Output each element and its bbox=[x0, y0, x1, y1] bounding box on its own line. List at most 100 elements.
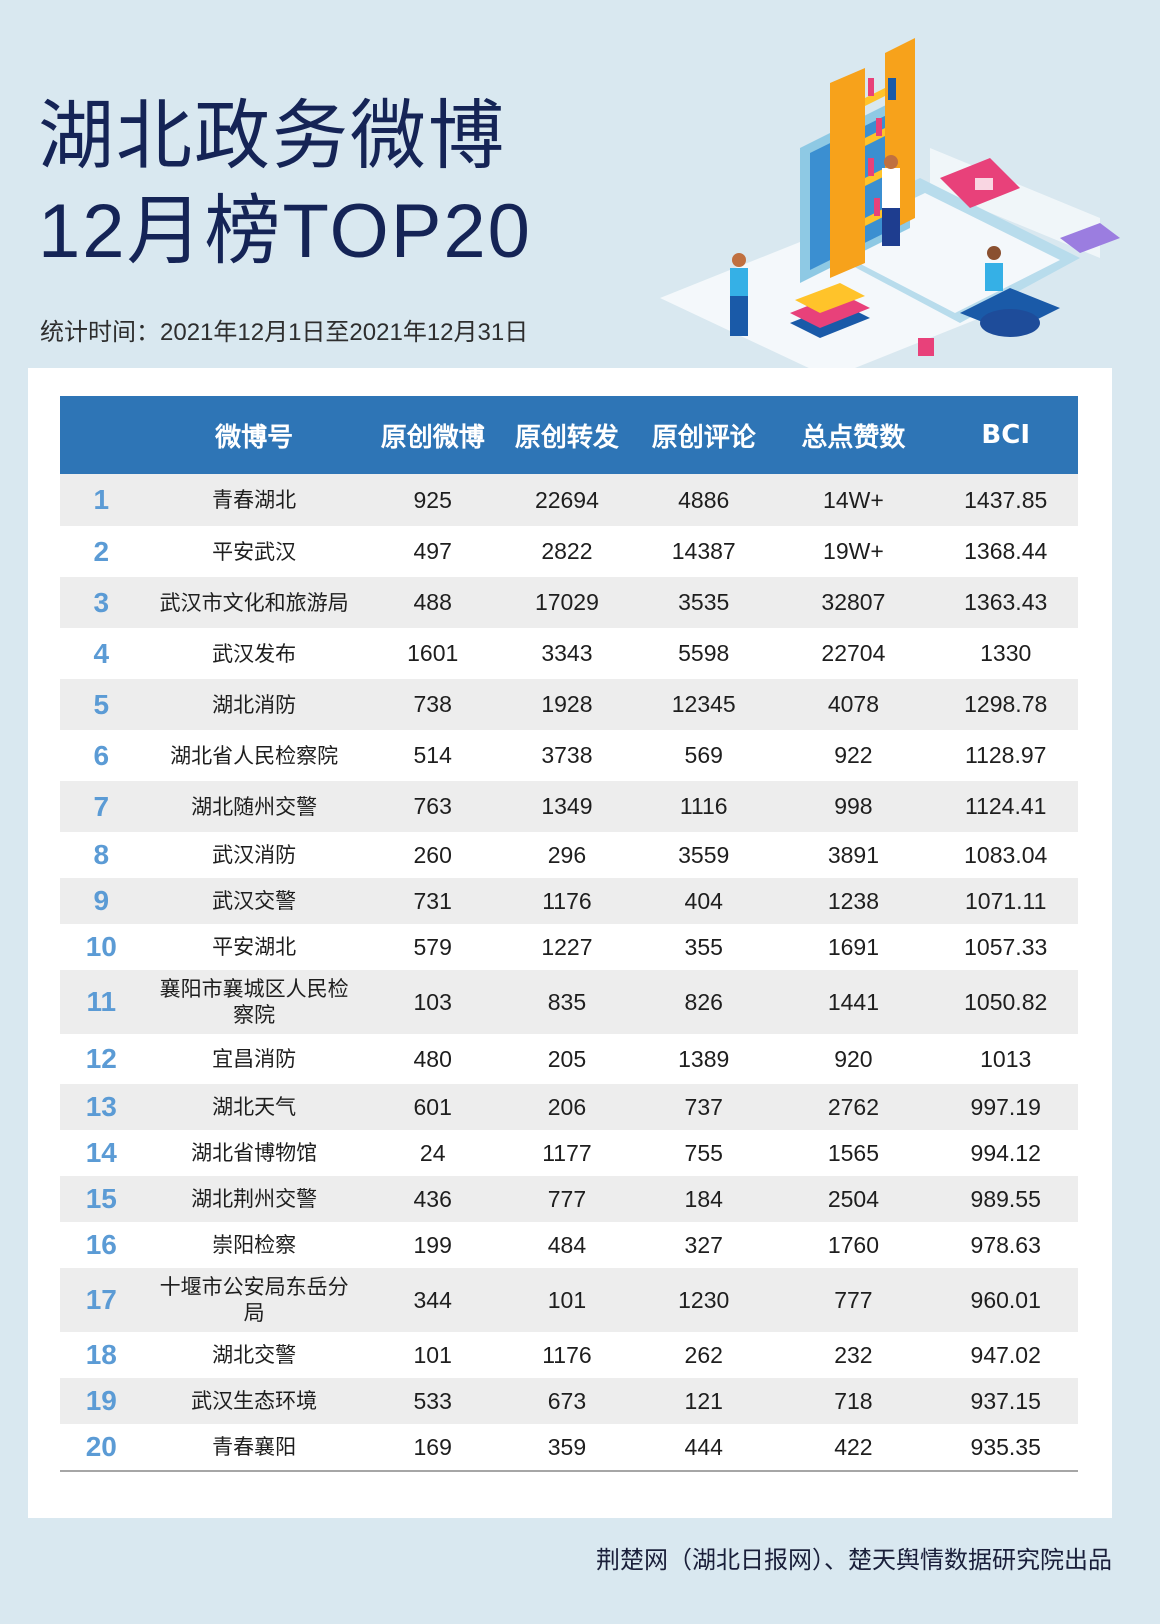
cell-rank: 8 bbox=[93, 839, 110, 870]
cell-total-likes: 1565 bbox=[827, 1139, 879, 1166]
title-line-2: 12月榜TOP20 bbox=[38, 189, 532, 274]
cell-original-reposts: 206 bbox=[547, 1093, 587, 1120]
table-row: 13 湖北天气 601 206 737 2762 997.19 bbox=[60, 1084, 1078, 1130]
table-row: 17 十堰市公安局东岳分局 344 101 1230 777 960.01 bbox=[60, 1268, 1078, 1332]
cell-original-posts: 199 bbox=[413, 1231, 452, 1258]
footer-credit: 荆楚网（湖北日报网）、楚天舆情数据研究院出品 bbox=[596, 1546, 1112, 1574]
table-row: 6 湖北省人民检察院 514 3738 569 922 1128.97 bbox=[60, 730, 1078, 781]
cell-original-comments: 444 bbox=[684, 1433, 723, 1460]
table-row: 2 平安武汉 497 2822 14387 19W+ 1368.44 bbox=[60, 526, 1078, 577]
cell-total-likes: 2762 bbox=[827, 1093, 879, 1120]
cell-bci: 997.19 bbox=[970, 1093, 1041, 1120]
cell-original-posts: 601 bbox=[413, 1093, 452, 1120]
cell-rank: 17 bbox=[85, 1284, 117, 1315]
cell-original-reposts: 1227 bbox=[541, 933, 593, 960]
cell-bci: 1298.78 bbox=[964, 691, 1048, 717]
cell-name: 崇阳检察 bbox=[212, 1233, 297, 1257]
cell-name: 武汉交警 bbox=[212, 889, 297, 913]
cell-total-likes: 22704 bbox=[821, 640, 886, 666]
cell-rank: 4 bbox=[93, 637, 110, 669]
library-laptop-illustration-icon bbox=[660, 38, 1120, 378]
page-title: 湖北政务微博 12月榜TOP20 bbox=[38, 88, 532, 280]
cell-original-posts: 514 bbox=[413, 742, 452, 768]
cell-total-likes: 19W+ bbox=[823, 538, 884, 564]
cell-name: 平安武汉 bbox=[212, 539, 297, 564]
table-row: 20 青春襄阳 169 359 444 422 935.35 bbox=[60, 1424, 1078, 1470]
cell-original-comments: 1116 bbox=[679, 793, 728, 819]
cell-total-likes: 4078 bbox=[827, 691, 879, 717]
column-header-original-comments: 原创评论 bbox=[651, 422, 756, 453]
cell-bci: 1368.44 bbox=[964, 538, 1048, 564]
cell-total-likes: 232 bbox=[834, 1341, 873, 1368]
cell-original-comments: 355 bbox=[684, 933, 723, 960]
cell-rank: 16 bbox=[85, 1229, 117, 1260]
cell-original-comments: 3559 bbox=[678, 841, 730, 868]
cell-bci: 994.12 bbox=[970, 1139, 1041, 1166]
column-header-bci: BCI bbox=[981, 420, 1030, 450]
cell-original-posts: 169 bbox=[413, 1433, 452, 1460]
cell-original-reposts: 484 bbox=[547, 1231, 587, 1258]
cell-total-likes: 3891 bbox=[827, 841, 879, 868]
cell-original-posts: 436 bbox=[413, 1185, 452, 1212]
column-header-account: 微博号 bbox=[215, 422, 294, 453]
cell-original-reposts: 1928 bbox=[541, 691, 593, 717]
cell-bci: 1363.43 bbox=[964, 589, 1048, 615]
column-header-original-reposts: 原创转发 bbox=[514, 422, 619, 453]
cell-bci: 978.63 bbox=[970, 1231, 1041, 1258]
cell-bci: 1124.41 bbox=[964, 793, 1047, 819]
cell-original-comments: 4886 bbox=[678, 486, 730, 513]
cell-rank: 13 bbox=[85, 1091, 117, 1122]
cell-original-reposts: 1349 bbox=[541, 793, 593, 819]
cell-original-comments: 826 bbox=[684, 988, 723, 1015]
cell-original-comments: 262 bbox=[684, 1341, 723, 1368]
cell-rank: 20 bbox=[85, 1431, 117, 1462]
cell-name: 湖北消防 bbox=[212, 692, 297, 717]
column-header-original-posts: 原创微博 bbox=[380, 422, 485, 453]
cell-rank: 18 bbox=[85, 1339, 117, 1370]
cell-name: 十堰市公安局东岳分局 bbox=[159, 1275, 349, 1325]
cell-total-likes: 1441 bbox=[827, 988, 879, 1015]
cell-rank: 15 bbox=[85, 1183, 117, 1214]
cell-original-reposts: 101 bbox=[547, 1286, 587, 1313]
cell-name: 襄阳市襄城区人民检察院 bbox=[159, 977, 349, 1027]
table-row: 15 湖北荆州交警 436 777 184 2504 989.55 bbox=[60, 1176, 1078, 1222]
cell-original-comments: 3535 bbox=[678, 589, 730, 615]
cell-rank: 5 bbox=[93, 688, 110, 720]
cell-original-posts: 103 bbox=[413, 988, 452, 1015]
cell-total-likes: 1691 bbox=[827, 933, 879, 960]
cell-bci: 1057.33 bbox=[964, 933, 1048, 960]
cell-total-likes: 922 bbox=[834, 742, 873, 768]
table-row: 8 武汉消防 260 296 3559 3891 1083.04 bbox=[60, 832, 1078, 878]
table-row: 14 湖北省博物馆 24 1177 755 1565 994.12 bbox=[60, 1130, 1078, 1176]
cell-original-comments: 12345 bbox=[671, 691, 736, 717]
cell-original-comments: 404 bbox=[684, 887, 723, 914]
ranking-card: 微博号 原创微博 原创转发 原创评论 总点赞数 BCI 1 青春湖北 925 2269… bbox=[28, 368, 1112, 1518]
cell-original-posts: 579 bbox=[413, 933, 452, 960]
cell-bci: 947.02 bbox=[970, 1341, 1041, 1368]
cell-rank: 6 bbox=[93, 739, 110, 771]
table-row: 7 湖北随州交警 763 1349 1116 998 1124.41 bbox=[60, 781, 1078, 832]
cell-original-reposts: 22694 bbox=[534, 486, 599, 513]
cell-original-posts: 497 bbox=[413, 538, 452, 564]
cell-original-reposts: 1176 bbox=[542, 1341, 592, 1368]
cell-rank: 9 bbox=[93, 885, 110, 916]
cell-total-likes: 422 bbox=[834, 1433, 873, 1460]
cell-name: 武汉消防 bbox=[212, 843, 297, 867]
table-row: 12 宜昌消防 480 205 1389 920 1013 bbox=[60, 1034, 1078, 1084]
column-header-total-likes: 总点赞数 bbox=[801, 422, 906, 453]
cell-name: 湖北交警 bbox=[212, 1343, 297, 1367]
cell-bci: 960.01 bbox=[970, 1286, 1041, 1313]
cell-original-posts: 344 bbox=[413, 1286, 452, 1313]
cell-total-likes: 920 bbox=[834, 1045, 873, 1072]
table-row: 16 崇阳检察 199 484 327 1760 978.63 bbox=[60, 1222, 1078, 1268]
cell-bci: 1330 bbox=[980, 640, 1032, 666]
cell-original-comments: 569 bbox=[684, 742, 723, 768]
table-row: 10 平安湖北 579 1227 355 1691 1057.33 bbox=[60, 924, 1078, 970]
cell-rank: 2 bbox=[93, 535, 110, 567]
cell-total-likes: 1760 bbox=[827, 1231, 879, 1258]
cell-original-posts: 1601 bbox=[407, 640, 459, 666]
ranking-table: 微博号 原创微博 原创转发 原创评论 总点赞数 BCI 1 青春湖北 925 2269… bbox=[60, 396, 1078, 1470]
cell-original-comments: 755 bbox=[684, 1139, 723, 1166]
cell-name: 青春襄阳 bbox=[212, 1435, 297, 1459]
cell-name: 平安湖北 bbox=[212, 935, 297, 959]
